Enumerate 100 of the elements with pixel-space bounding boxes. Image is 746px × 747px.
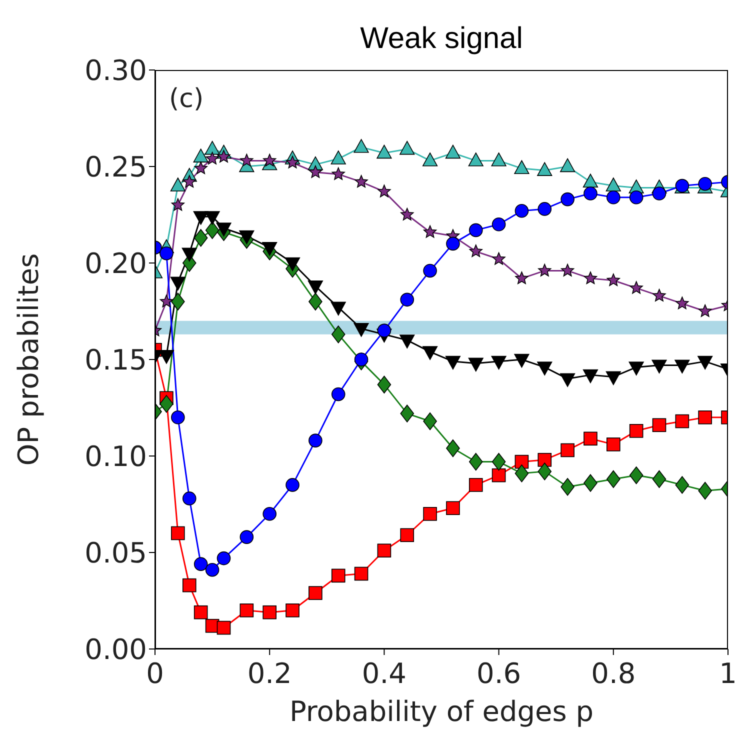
point: [193, 148, 208, 162]
point: [491, 152, 506, 166]
point: [331, 326, 346, 344]
point: [205, 562, 220, 577]
point: [491, 356, 506, 370]
point: [584, 272, 598, 284]
point: [514, 204, 529, 218]
point: [240, 604, 254, 618]
point: [606, 190, 620, 204]
point: [194, 605, 208, 620]
chart-title: Weak signal: [359, 22, 524, 56]
point: [206, 152, 219, 164]
point: [216, 551, 231, 566]
point: [675, 476, 690, 494]
point: [560, 192, 574, 206]
point: [377, 376, 392, 394]
point: [308, 434, 322, 448]
point: [354, 175, 368, 188]
point: [422, 152, 438, 166]
point: [537, 362, 552, 376]
point: [675, 414, 690, 428]
point: [514, 354, 530, 368]
point: [698, 176, 712, 191]
point: [582, 369, 598, 384]
y-axis-title: OP probabilites: [12, 253, 45, 466]
point: [698, 356, 713, 370]
y-tick-label: 0.30: [84, 54, 147, 87]
point: [652, 418, 666, 432]
point: [182, 492, 196, 506]
point: [560, 264, 574, 276]
point: [674, 360, 690, 374]
point: [514, 464, 529, 482]
point: [171, 292, 185, 310]
point: [182, 578, 196, 592]
point: [400, 140, 415, 155]
point: [171, 198, 184, 211]
point: [286, 156, 300, 168]
point: [262, 507, 276, 521]
point: [204, 140, 220, 155]
point: [332, 167, 345, 180]
point: [331, 568, 346, 583]
annotation: (c): [169, 84, 204, 114]
point: [628, 362, 644, 376]
point: [446, 439, 460, 458]
y-tick-label: 0.25: [84, 150, 147, 184]
point: [537, 162, 552, 176]
point: [376, 144, 392, 159]
point: [630, 281, 643, 294]
x-tick-label: 1: [719, 657, 737, 690]
point: [171, 410, 185, 424]
point: [606, 470, 620, 488]
point: [469, 244, 482, 258]
point: [698, 482, 712, 500]
point: [606, 273, 620, 286]
point: [205, 221, 220, 240]
point: [354, 139, 369, 153]
point: [584, 186, 598, 200]
point: [560, 373, 576, 387]
point: [515, 272, 528, 284]
point: [217, 150, 230, 163]
point: [400, 208, 414, 220]
point: [194, 229, 208, 247]
point: [160, 246, 174, 260]
point: [560, 478, 574, 496]
point: [286, 478, 300, 492]
x-tick-label: 0.8: [591, 657, 636, 690]
point: [240, 154, 254, 166]
point: [629, 424, 644, 438]
point: [354, 566, 368, 581]
point: [160, 294, 174, 308]
point: [194, 162, 208, 174]
point: [182, 175, 196, 188]
point: [308, 292, 322, 310]
point: [560, 158, 576, 172]
point: [422, 346, 438, 360]
point: [492, 468, 506, 482]
point: [216, 620, 231, 635]
point: [262, 605, 276, 620]
point: [377, 324, 392, 338]
point: [582, 174, 598, 188]
point: [308, 165, 322, 178]
point: [606, 438, 620, 452]
point: [263, 154, 276, 166]
point: [240, 530, 254, 544]
point: [423, 507, 437, 521]
point: [423, 412, 437, 430]
point: [538, 264, 552, 276]
x-tick-label: 0.6: [476, 657, 522, 690]
point: [698, 304, 712, 317]
point: [171, 526, 185, 540]
x-axis-title: Probability of edges p: [289, 694, 594, 728]
point: [330, 150, 346, 164]
point: [446, 236, 460, 251]
point: [423, 225, 437, 238]
point: [629, 466, 644, 484]
point: [560, 443, 574, 458]
point: [160, 395, 174, 413]
point: [468, 478, 483, 492]
point: [378, 184, 391, 198]
point: [308, 586, 322, 600]
